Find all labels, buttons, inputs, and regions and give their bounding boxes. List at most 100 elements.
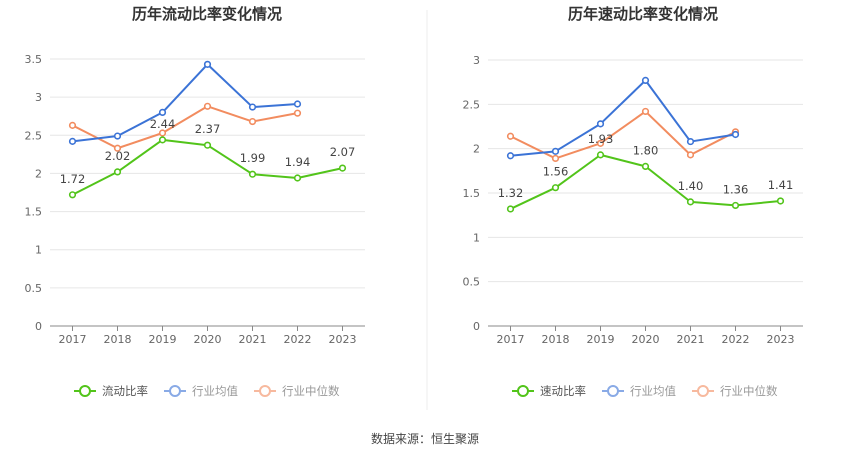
data-source-note: 数据来源：恒生聚源 [371, 431, 479, 446]
data-label: 1.72 [60, 172, 86, 186]
data-point-median[interactable] [113, 144, 122, 152]
x-tick-label: 2023 [767, 333, 795, 346]
legend-label: 行业中位数 [282, 384, 340, 398]
data-point-avg[interactable] [248, 103, 257, 111]
data-point-avg[interactable] [158, 108, 167, 116]
x-tick-label: 2022 [722, 333, 750, 346]
data-point-current[interactable] [248, 170, 257, 178]
data-point-avg[interactable] [686, 137, 695, 146]
data-point-current[interactable] [506, 205, 515, 213]
x-tick-label: 2018 [542, 333, 570, 346]
data-point-current[interactable] [731, 201, 740, 210]
legend-item-avg[interactable]: 行业均值 [602, 384, 676, 398]
data-point-avg[interactable] [506, 152, 515, 160]
legend-swatch-marker [607, 385, 619, 397]
data-point-current[interactable] [338, 164, 347, 172]
chart-title: 历年流动比率变化情况 [132, 5, 282, 23]
data-label: 1.94 [285, 155, 311, 169]
data-label: 1.41 [768, 178, 794, 192]
y-tick-label: 1.5 [463, 187, 481, 200]
x-tick-label: 2019 [149, 333, 177, 346]
legend-label: 流动比率 [102, 384, 148, 398]
y-tick-label: 3 [473, 54, 480, 67]
x-tick-label: 2021 [239, 333, 267, 346]
data-point-current[interactable] [68, 191, 77, 199]
data-point-median[interactable] [641, 107, 650, 116]
series-line-avg [510, 79, 736, 157]
data-point-current[interactable] [551, 184, 560, 192]
data-point-avg[interactable] [641, 76, 650, 84]
data-label: 1.40 [678, 179, 704, 193]
y-tick-label: 0.5 [25, 282, 43, 295]
data-label: 2.44 [150, 117, 176, 131]
data-point-current[interactable] [158, 136, 167, 144]
data-label: 2.37 [195, 122, 221, 136]
legend-label: 速动比率 [540, 384, 586, 398]
data-point-avg[interactable] [596, 120, 605, 128]
data-point-avg[interactable] [551, 147, 560, 155]
legend-label: 行业中位数 [720, 384, 778, 398]
legend-item-current[interactable]: 流动比率 [74, 384, 148, 398]
data-point-current[interactable] [776, 197, 785, 205]
data-point-avg[interactable] [731, 130, 740, 139]
data-point-avg[interactable] [113, 132, 122, 140]
data-point-median[interactable] [293, 109, 302, 117]
data-label: 1.56 [543, 165, 569, 179]
y-tick-label: 2 [473, 143, 480, 156]
y-tick-label: 2 [35, 167, 42, 180]
data-point-avg[interactable] [68, 137, 77, 145]
y-tick-label: 2.5 [25, 129, 43, 142]
data-point-current[interactable] [113, 168, 122, 176]
y-tick-label: 1 [473, 231, 480, 244]
data-label: 1.36 [723, 182, 749, 196]
data-point-median[interactable] [158, 129, 167, 137]
legend-swatch-marker [517, 385, 529, 397]
data-label: 1.99 [240, 151, 266, 165]
y-tick-label: 2.5 [463, 98, 481, 111]
series-line-avg [72, 63, 298, 143]
data-point-median[interactable] [686, 151, 695, 159]
data-point-median[interactable] [203, 102, 212, 110]
data-point-median[interactable] [248, 117, 257, 126]
legend-item-current[interactable]: 速动比率 [512, 384, 586, 398]
data-label: 1.80 [633, 143, 659, 157]
series-line-median [510, 110, 736, 160]
legend-item-median[interactable]: 行业中位数 [254, 384, 340, 398]
data-point-avg[interactable] [293, 100, 302, 108]
data-label: 1.93 [588, 132, 614, 146]
x-tick-label: 2020 [632, 333, 660, 346]
legend-item-median[interactable]: 行业中位数 [692, 384, 778, 398]
legend-label: 行业均值 [630, 384, 676, 398]
legend-swatch-marker [697, 385, 709, 397]
legend-swatch-marker [79, 385, 91, 397]
y-tick-label: 3 [35, 91, 42, 104]
legend-label: 行业均值 [192, 384, 238, 398]
x-tick-label: 2020 [194, 333, 222, 346]
data-point-current[interactable] [293, 174, 302, 182]
x-tick-label: 2017 [59, 333, 87, 346]
legend-item-avg[interactable]: 行业均值 [164, 384, 238, 398]
y-tick-label: 1 [35, 244, 42, 257]
x-tick-label: 2022 [284, 333, 312, 346]
legend: 流动比率 行业均值 行业中位数 [74, 384, 340, 398]
y-tick-label: 0 [35, 320, 42, 333]
data-point-median[interactable] [506, 132, 515, 140]
data-point-median[interactable] [551, 154, 560, 163]
data-point-median[interactable] [68, 121, 77, 129]
data-point-median[interactable] [596, 139, 605, 147]
y-tick-label: 3.5 [25, 53, 43, 66]
chart-title: 历年速动比率变化情况 [568, 5, 718, 23]
legend: 速动比率 行业均值 行业中位数 [512, 384, 778, 398]
data-point-current[interactable] [641, 162, 650, 170]
x-tick-label: 2019 [587, 333, 615, 346]
x-tick-label: 2023 [329, 333, 357, 346]
y-tick-label: 1.5 [25, 206, 43, 219]
data-point-current[interactable] [203, 141, 212, 149]
data-point-avg[interactable] [203, 60, 212, 68]
data-label: 2.02 [105, 149, 131, 163]
x-tick-label: 2018 [104, 333, 132, 346]
data-point-current[interactable] [596, 151, 605, 159]
x-tick-label: 2017 [497, 333, 525, 346]
data-point-current[interactable] [686, 198, 695, 206]
